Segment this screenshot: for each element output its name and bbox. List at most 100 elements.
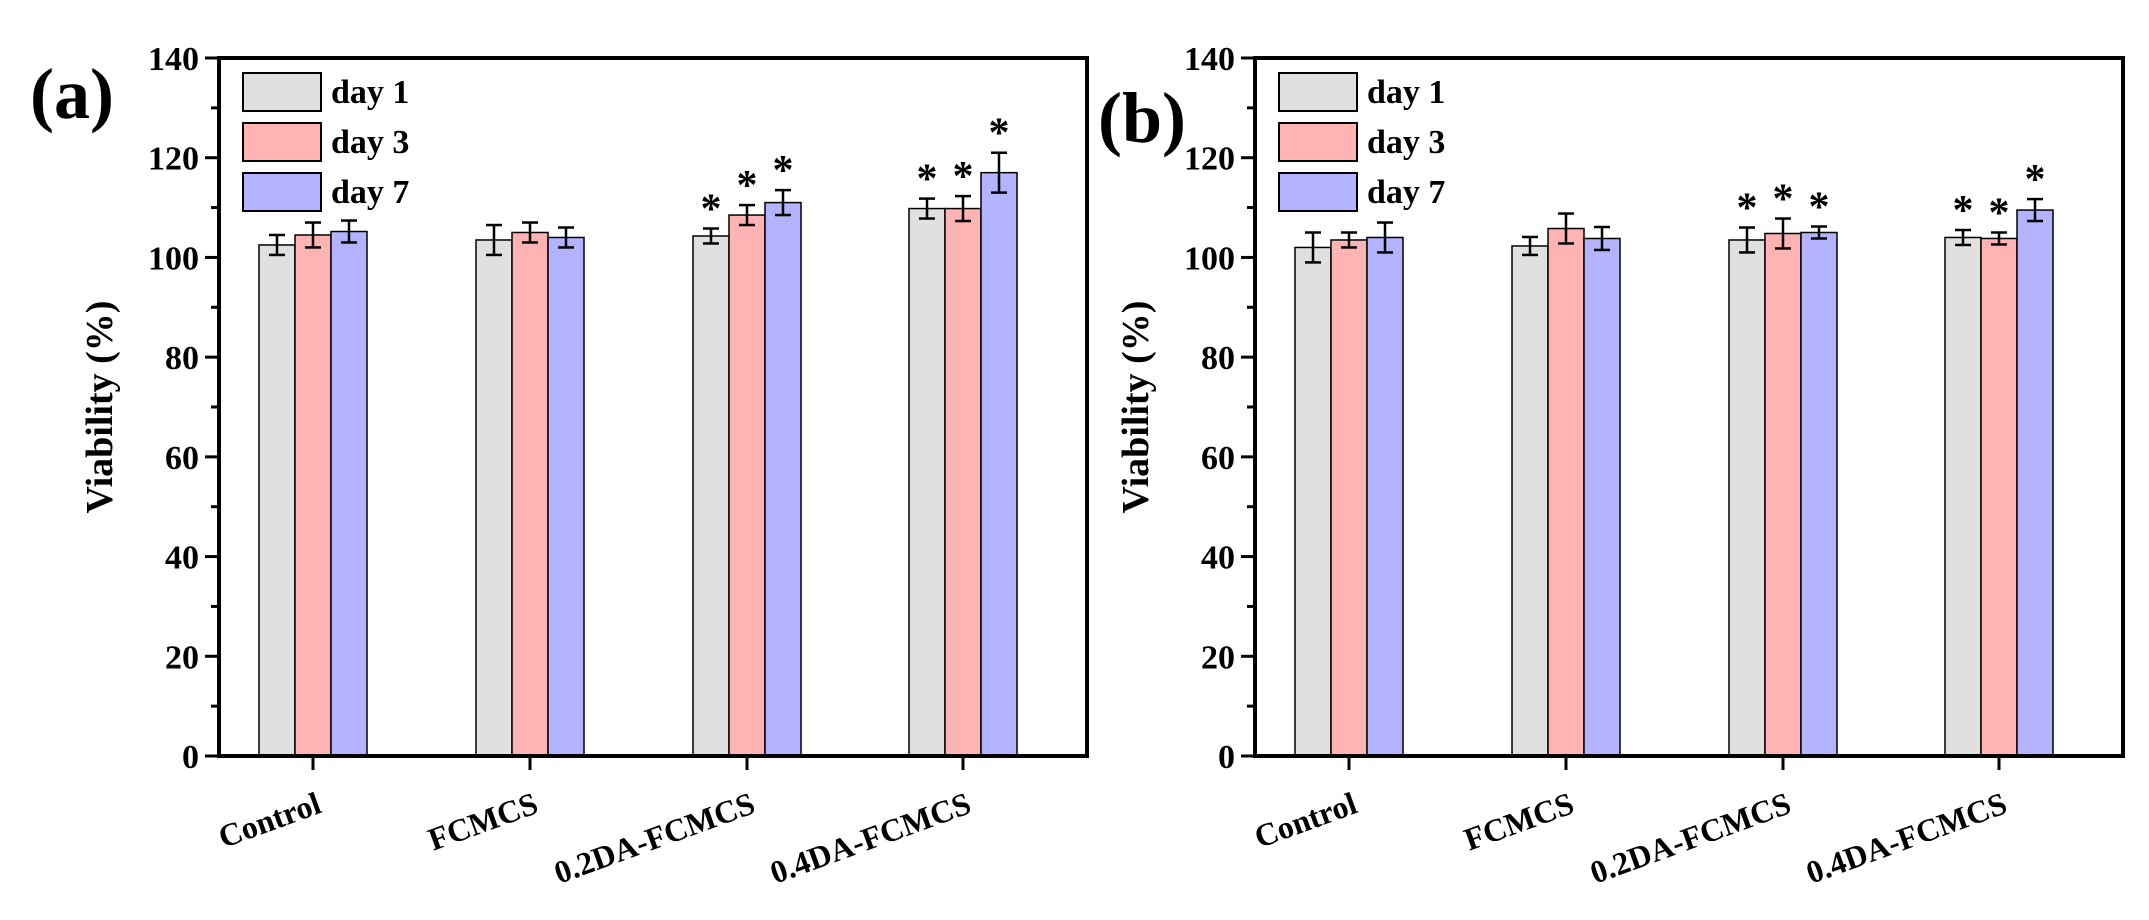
legend-swatch <box>1278 172 1358 212</box>
error-bar <box>486 223 502 257</box>
y-tick-label: 0 <box>1218 739 1235 776</box>
bar-day7-Control <box>1366 236 1404 757</box>
y-tick-label: 80 <box>165 340 199 377</box>
error-bar <box>775 188 791 217</box>
error-bar <box>955 194 971 223</box>
significance-marker: * <box>773 148 794 194</box>
error-bar <box>269 233 285 257</box>
category-label: 0.2DA-FCMCS <box>1585 785 1795 891</box>
legend-label: day 7 <box>1367 174 1445 211</box>
bar-day3-Control <box>1330 239 1368 757</box>
category-label: 0.4DA-FCMCS <box>765 785 975 891</box>
significance-marker: * <box>2025 157 2046 203</box>
error-bar <box>305 221 321 249</box>
significance-marker: * <box>1953 188 1974 234</box>
y-tick-label: 140 <box>1184 41 1235 78</box>
error-bar <box>1811 225 1827 240</box>
y-tick-label: 100 <box>1184 240 1235 277</box>
category-label: FCMCS <box>423 785 542 858</box>
legend-label: day 3 <box>1367 124 1445 161</box>
significance-marker: * <box>1773 177 1794 223</box>
error-bar <box>1305 231 1321 264</box>
bar-day7-Control <box>330 230 368 757</box>
bar-day3-FCMCS <box>511 231 549 757</box>
error-bar <box>522 221 538 244</box>
error-bar <box>703 227 719 245</box>
bar-day3-0.2DA-FCMCS <box>728 214 766 757</box>
error-bar <box>919 197 935 220</box>
bar-day3-Control <box>294 234 332 757</box>
significance-marker: * <box>701 187 722 233</box>
significance-marker: * <box>737 163 758 209</box>
y-axis-label: Viability (%) <box>79 301 121 514</box>
legend-label: day 3 <box>331 124 409 161</box>
error-bar <box>1558 212 1574 245</box>
y-axis-label: Viability (%) <box>1115 301 1157 514</box>
y-tick-label: 40 <box>165 540 199 577</box>
y-tick-label: 80 <box>1201 340 1235 377</box>
category-label: 0.2DA-FCMCS <box>549 785 759 891</box>
panel-b: (b) Control FCMCS * * * 0.2DA-FCMCS * * * 0.4DA-FC… <box>1098 41 2125 891</box>
legend: day 1 day 3 day 7 <box>1278 72 1445 212</box>
bar-day7-0.2DA-FCMCS <box>1800 231 1838 757</box>
bar-day1-FCMCS <box>475 239 513 757</box>
error-bar <box>1739 226 1755 254</box>
category-label: FCMCS <box>1459 785 1578 858</box>
legend-label: day 1 <box>1367 74 1445 111</box>
bar-day3-0.4DA-FCMCS <box>1980 237 2018 757</box>
panel-label: (b) <box>1098 78 1186 158</box>
error-bar <box>1991 231 2007 246</box>
bar-day7-FCMCS <box>1583 237 1621 757</box>
y-tick-label: 20 <box>1201 639 1235 676</box>
legend: day 1 day 3 day 7 <box>242 72 409 212</box>
error-bar <box>739 203 755 227</box>
error-bar <box>2027 197 2043 223</box>
error-bar <box>558 226 574 249</box>
legend-swatch <box>242 72 322 112</box>
category-label: Control <box>213 785 325 855</box>
error-bar <box>1775 217 1791 250</box>
panel-a: (a) Control FCMCS * * * 0.2DA-FCMCS * * * 0.4DA-FC… <box>30 41 1089 891</box>
bar-day1-0.2DA-FCMCS <box>1728 239 1766 757</box>
legend-swatch <box>1278 122 1358 162</box>
error-bar <box>991 151 1007 194</box>
significance-marker: * <box>917 157 938 203</box>
bar-day1-0.2DA-FCMCS <box>692 235 730 757</box>
y-tick-label: 0 <box>182 739 199 776</box>
error-bar <box>1377 221 1393 254</box>
bar-day3-0.4DA-FCMCS <box>944 207 982 757</box>
bar-day7-0.2DA-FCMCS <box>764 201 802 757</box>
legend-swatch <box>242 172 322 212</box>
y-tick-label: 60 <box>165 440 199 477</box>
bar-day1-FCMCS <box>1511 245 1549 757</box>
error-bar <box>341 219 357 244</box>
y-tick-label: 40 <box>1201 540 1235 577</box>
legend-swatch <box>1278 72 1358 112</box>
legend-swatch <box>242 122 322 162</box>
category-label: 0.4DA-FCMCS <box>1801 785 2011 891</box>
significance-marker: * <box>1809 185 1830 231</box>
bar-day7-0.4DA-FCMCS <box>980 171 1018 757</box>
y-tick-label: 120 <box>1184 141 1235 178</box>
y-tick-label: 20 <box>165 639 199 676</box>
significance-marker: * <box>953 154 974 200</box>
bar-day1-0.4DA-FCMCS <box>908 207 946 757</box>
error-bar <box>1341 231 1357 249</box>
legend-label: day 1 <box>331 74 409 111</box>
bar-day1-Control <box>258 244 296 757</box>
bar-day1-0.4DA-FCMCS <box>1944 236 1982 757</box>
category-label: Control <box>1249 785 1361 855</box>
error-bar <box>1522 235 1538 257</box>
error-bar <box>1594 225 1610 252</box>
significance-marker: * <box>1737 186 1758 232</box>
bar-day1-Control <box>1294 246 1332 757</box>
bar-day3-FCMCS <box>1547 227 1585 757</box>
y-tick-label: 120 <box>148 141 199 178</box>
y-tick-label: 100 <box>148 240 199 277</box>
y-tick-label: 140 <box>148 41 199 78</box>
significance-marker: * <box>989 111 1010 157</box>
panel-label: (a) <box>30 54 114 134</box>
y-tick-label: 60 <box>1201 440 1235 477</box>
legend-label: day 7 <box>331 174 409 211</box>
